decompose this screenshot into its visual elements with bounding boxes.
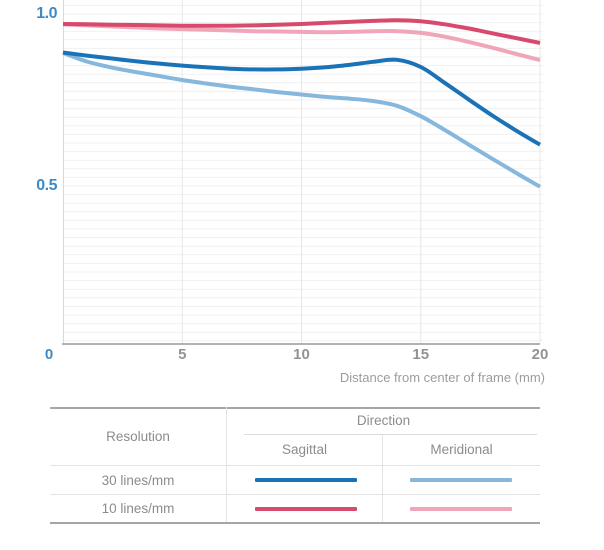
- x-tick-label: 15: [412, 346, 430, 363]
- table-bottom-border: [50, 522, 540, 524]
- table-column-divider: [226, 407, 227, 522]
- row-label-10lines: 10 lines/mm: [101, 501, 175, 516]
- curve-30lines-meridional: [62, 51, 541, 189]
- swatch-10lines-meridional: [410, 507, 512, 511]
- sagittal-header: Sagittal: [281, 442, 328, 457]
- curve-30lines-sagittal: [62, 50, 541, 147]
- curve-10lines-sagittal: [62, 18, 541, 45]
- swatch-30lines-sagittal: [255, 478, 357, 482]
- x-tick-label: 5: [178, 346, 187, 363]
- x-axis-title: Distance from center of frame (mm): [339, 370, 545, 385]
- mtf-line-chart: Distance from center of frame (mm) 1.0 0.…: [36, 0, 549, 385]
- x-tick-label: 20: [531, 346, 549, 363]
- direction-underline: [244, 434, 537, 435]
- table-top-border: [50, 407, 540, 409]
- legend-table: Resolution Direction Sagittal Meridional…: [50, 403, 540, 524]
- swatch-10lines-sagittal: [255, 507, 357, 511]
- resolution-header: Resolution: [106, 428, 170, 444]
- x-tick-label: 0: [44, 346, 54, 363]
- meridional-header: Meridional: [430, 442, 493, 457]
- direction-header: Direction: [356, 413, 411, 428]
- table-row-separator: [50, 465, 540, 466]
- curve-10lines-meridional: [62, 22, 541, 63]
- row-label-30lines: 30 lines/mm: [101, 472, 175, 488]
- chart-canvas: [62, 0, 543, 345]
- swatch-30lines-meridional: [410, 478, 512, 482]
- table-row-separator: [50, 494, 540, 495]
- table-column-divider: [382, 435, 383, 522]
- x-tick-label: 10: [293, 346, 310, 363]
